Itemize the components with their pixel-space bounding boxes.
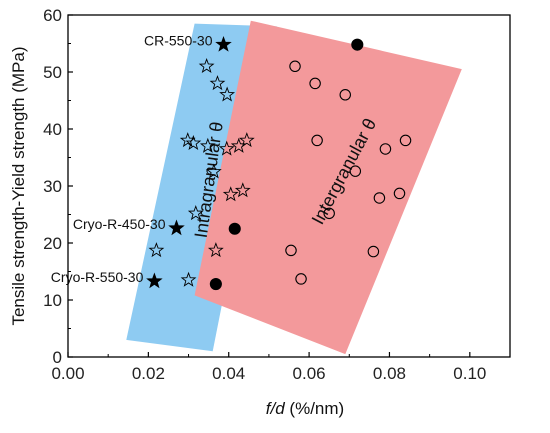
points-layer bbox=[146, 35, 412, 291]
star-open-point bbox=[187, 205, 204, 221]
circle-filled-point bbox=[351, 38, 364, 51]
star-open-point bbox=[205, 163, 222, 179]
circle-open-point bbox=[399, 134, 412, 147]
x-tick-label: 0.02 bbox=[132, 364, 165, 383]
regions-layer bbox=[126, 20, 462, 355]
star-open-point bbox=[218, 140, 235, 156]
star-open-point bbox=[222, 186, 239, 202]
y-tick-label: 60 bbox=[43, 6, 62, 25]
y-tick-label: 20 bbox=[43, 234, 62, 253]
point-label: Cryo-R-450-30 bbox=[73, 216, 166, 232]
circle-open-point bbox=[295, 273, 307, 285]
circle-filled-point bbox=[209, 277, 222, 291]
circle-open-point bbox=[373, 192, 386, 204]
circle-open-point bbox=[379, 143, 392, 155]
star-open-point bbox=[180, 271, 197, 287]
star-filled-point bbox=[146, 272, 163, 289]
y-tick-label: 40 bbox=[43, 120, 62, 139]
star-open-point bbox=[209, 75, 226, 91]
point-label: Cryo-R-550-30 bbox=[51, 269, 144, 285]
star-open-point bbox=[198, 57, 215, 74]
x-tick-label: 0.04 bbox=[212, 364, 245, 383]
star-open-point bbox=[207, 242, 224, 258]
y-tick-label: 10 bbox=[43, 291, 62, 310]
x-ticks: 0.00 0.02 0.04 0.06 0.08 0.10 bbox=[51, 352, 486, 383]
circle-open-point bbox=[285, 244, 297, 257]
y-axis-label: Tensile strength-Yield strength (MPa) bbox=[9, 46, 28, 325]
circle-open-point bbox=[289, 60, 301, 73]
point-label: CR-550-30 bbox=[144, 33, 213, 49]
star-open-point bbox=[185, 134, 202, 150]
circle-open-point bbox=[311, 134, 323, 147]
star-open-point bbox=[148, 242, 165, 258]
star-open-point bbox=[234, 182, 251, 198]
star-filled-point bbox=[168, 219, 185, 236]
star-open-point bbox=[199, 137, 216, 153]
x-tick-label: 0.08 bbox=[373, 364, 406, 383]
x-tick-label: 0.00 bbox=[51, 364, 84, 383]
circle-open-point bbox=[349, 165, 362, 177]
star-filled-point bbox=[215, 35, 232, 52]
star-open-point bbox=[238, 132, 255, 148]
circle-open-point bbox=[309, 77, 321, 90]
region-intergranular bbox=[194, 20, 462, 355]
y-ticks: 0 10 20 30 40 50 60 bbox=[43, 6, 73, 367]
circle-open-point bbox=[393, 187, 406, 200]
circle-open-point bbox=[323, 207, 335, 220]
x-axis-label: f/d (%/nm) bbox=[266, 399, 344, 418]
circle-open-point bbox=[367, 245, 380, 258]
annotations-layer: CR-550-30 Cryo-R-450-30 Cryo-R-550-30 bbox=[51, 33, 213, 286]
y-tick-label: 50 bbox=[43, 63, 62, 82]
x-tick-label: 0.06 bbox=[293, 364, 326, 383]
y-tick-label: 30 bbox=[43, 177, 62, 196]
y-tick-label: 0 bbox=[53, 348, 62, 367]
circle-open-point bbox=[339, 89, 352, 101]
star-open-point bbox=[219, 86, 236, 102]
x-tick-label: 0.10 bbox=[453, 364, 486, 383]
circle-filled-point bbox=[228, 222, 241, 235]
